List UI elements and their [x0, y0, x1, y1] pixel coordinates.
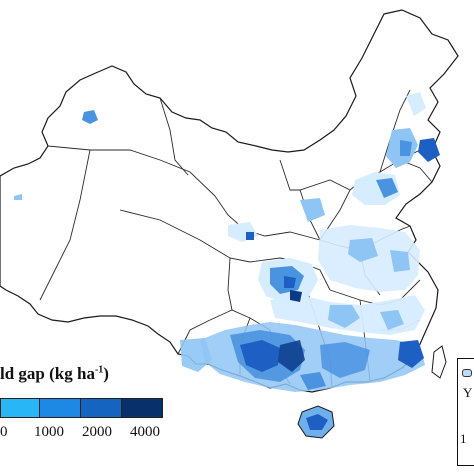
taiwan-island — [431, 345, 447, 379]
legend-swatch-2 — [39, 398, 81, 418]
legend-tick-0: 0 — [0, 424, 8, 440]
legend-tick-1000: 1000 — [34, 424, 64, 440]
legend-tick-4000: 4000 — [130, 424, 160, 440]
legend-color-bar — [0, 398, 163, 418]
yield-gap-south — [180, 295, 425, 392]
yield-gap-northeast — [376, 92, 440, 198]
yield-gap-sichuan — [258, 258, 318, 304]
yield-gap-xinjiang — [82, 110, 98, 124]
yield-gap-central — [228, 172, 420, 292]
legend-swatch-3 — [80, 398, 122, 418]
yield-gap-west-spot — [14, 194, 22, 200]
inset-map-frame: Y 1 — [457, 358, 474, 466]
legend-swatch-1 — [0, 398, 40, 418]
legend-title: ld gap (kg ha-1) — [0, 364, 109, 383]
country-outline — [0, 9, 459, 393]
inset-marker-icon — [462, 369, 472, 377]
inset-label-2: 1 — [460, 431, 467, 446]
legend-tick-labels: 0 1000 2000 4000 — [0, 424, 170, 441]
legend-swatch-4 — [121, 398, 163, 418]
hainan-high-gap — [306, 414, 328, 430]
legend-tick-2000: 2000 — [82, 424, 112, 440]
inset-label-1: Y — [463, 385, 473, 400]
